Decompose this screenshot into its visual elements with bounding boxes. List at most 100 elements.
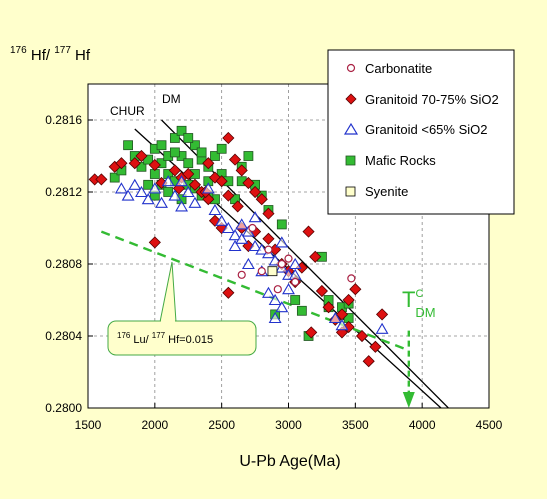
point-carbonatite: [273, 285, 282, 294]
x-tick-label: 4000: [409, 418, 436, 432]
point-granitoid-high: [148, 158, 161, 172]
line-label-chur: CHUR: [110, 104, 145, 118]
point-mafic: [196, 147, 207, 158]
point-carbonatite: [284, 254, 293, 263]
point-granitoid-high: [322, 301, 335, 314]
point-granitoid-high: [376, 308, 389, 321]
trend-callout: 176 Lu/ 177 Hf=0.015: [107, 261, 257, 356]
point-granitoid-high: [349, 283, 362, 296]
point-granitoid-low: [155, 196, 168, 208]
point-granitoid-low: [215, 214, 229, 226]
point-mafic: [296, 305, 307, 316]
legend: Carbonatite Granitoid 70-75% SiO2 Granit…: [327, 49, 515, 215]
legend-label-mafic: Mafic Rocks: [365, 153, 436, 168]
legend-label-granitoid-high: Granitoid 70-75% SiO2: [365, 92, 499, 107]
x-tick-label: 3000: [275, 418, 302, 432]
point-granitoid-low: [128, 178, 142, 190]
point-granitoid-high: [215, 175, 228, 188]
y-label-hf: Hf/: [27, 47, 55, 64]
legend-item-syenite: Syenite: [345, 184, 408, 199]
point-granitoid-low: [335, 319, 349, 331]
x-tick-label: 1500: [75, 418, 102, 432]
point-granitoid-high: [262, 232, 275, 245]
point-mafic: [109, 172, 120, 183]
point-granitoid-high: [95, 173, 108, 186]
trend-label: 176 Lu/ 177 Hf=0.015: [117, 331, 213, 346]
legend-label-granitoid-low: Granitoid <65% SiO2: [365, 122, 487, 137]
point-mafic: [123, 140, 133, 151]
point-mafic: [183, 158, 194, 169]
point-granitoid-high: [255, 193, 268, 206]
point-granitoid-high: [235, 164, 248, 177]
point-granitoid-low: [248, 239, 262, 252]
point-carbonatite: [248, 223, 257, 233]
point-carbonatite: [291, 277, 300, 287]
point-carbonatite: [347, 274, 356, 283]
x-tick-label: 4500: [476, 418, 503, 432]
x-axis-label: U-Pb Age(Ma): [239, 453, 340, 470]
point-granitoid-low: [241, 257, 255, 270]
point-granitoid-high: [262, 207, 275, 220]
point-carbonatite: [257, 267, 266, 276]
point-granitoid-low: [268, 293, 282, 306]
legend-label-carbonatite: Carbonatite: [365, 61, 432, 76]
point-carbonatite: [277, 259, 286, 269]
point-granitoid-high: [369, 340, 382, 353]
legend-marker-square-open: [345, 186, 356, 197]
point-granitoid-low: [328, 311, 342, 324]
point-granitoid-low: [235, 232, 249, 244]
legend-item-granitoid-low: Granitoid <65% SiO2: [343, 122, 487, 137]
point-granitoid-low: [235, 218, 249, 230]
point-granitoid-high: [315, 284, 328, 298]
y-tick-label: 0.2804: [45, 329, 82, 343]
point-granitoid-low: [375, 322, 389, 334]
legend-marker-triangle: [343, 122, 359, 135]
point-granitoid-high: [309, 250, 322, 263]
point-granitoid-high: [231, 200, 244, 213]
point-carbonatite: [264, 245, 273, 254]
point-granitoid-high: [188, 178, 201, 191]
trend-line: [100, 230, 410, 352]
data-points: [88, 125, 389, 368]
y-tick-label: 0.2812: [45, 185, 82, 199]
point-mafic: [243, 151, 254, 161]
point-granitoid-low: [275, 301, 289, 313]
point-granitoid-low: [201, 182, 215, 194]
point-granitoid-high: [362, 355, 375, 368]
y-tick-label: 0.2816: [45, 113, 82, 127]
legend-item-mafic: Mafic Rocks: [345, 153, 436, 168]
point-granitoid-low: [268, 254, 282, 266]
y-tick-label: 0.2800: [45, 401, 82, 415]
x-tick-label: 2000: [141, 418, 168, 432]
point-mafic: [210, 151, 220, 161]
point-granitoid-high: [182, 167, 195, 181]
point-mafic: [143, 179, 154, 190]
legend-marker-diamond: [345, 93, 357, 105]
point-granitoid-high: [249, 185, 262, 199]
point-mafic: [169, 147, 180, 158]
point-granitoid-high: [222, 286, 235, 299]
y-tick-label: 0.2808: [45, 257, 82, 271]
point-granitoid-high: [355, 329, 369, 343]
point-granitoid-low: [282, 283, 295, 295]
point-granitoid-low: [221, 221, 235, 234]
point-granitoid-low: [135, 185, 148, 198]
point-granitoid-low: [208, 203, 222, 216]
point-mafic: [169, 133, 180, 143]
point-mafic: [156, 140, 167, 151]
callout-pointer: [159, 261, 177, 323]
point-carbonatite: [237, 270, 246, 279]
line-label-dm: DM: [162, 92, 181, 106]
point-granitoid-low: [168, 189, 182, 201]
x-tick-label: 2500: [208, 418, 235, 432]
point-mafic: [190, 140, 200, 151]
legend-label-syenite: Syenite: [365, 184, 408, 199]
legend-marker-circle: [346, 63, 356, 73]
point-granitoid-low: [181, 185, 195, 198]
callout-box: [107, 320, 257, 356]
point-granitoid-high: [228, 153, 242, 166]
point-granitoid-high: [202, 157, 215, 170]
point-syenite: [267, 266, 278, 277]
point-granitoid-low: [161, 175, 175, 187]
